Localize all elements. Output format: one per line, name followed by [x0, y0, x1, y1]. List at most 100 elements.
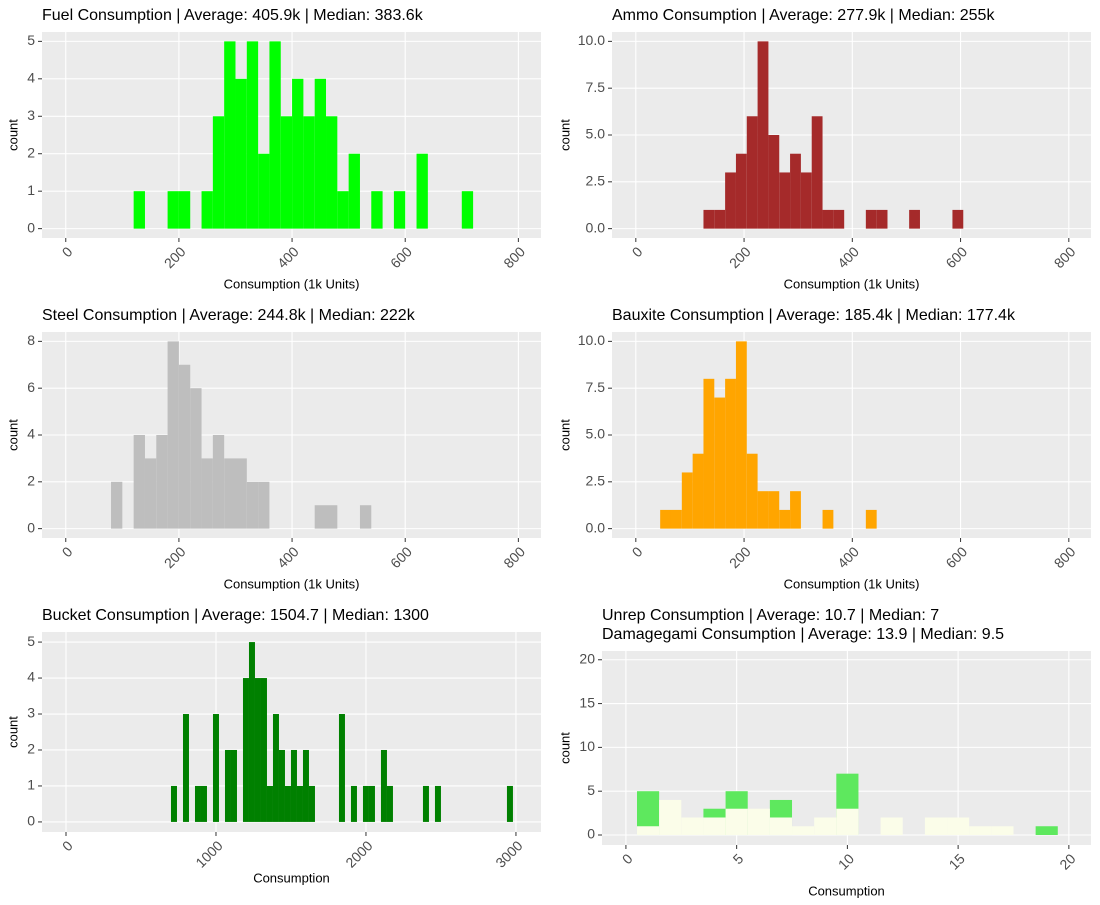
bar: [822, 209, 834, 229]
x-axis-label: Consumption (1k Units): [224, 576, 360, 591]
bar: [368, 785, 375, 822]
x-axis-label: Consumption: [253, 870, 330, 885]
y-tick-label: 8: [27, 332, 35, 348]
bar: [703, 817, 726, 836]
y-axis-label: count: [557, 119, 572, 151]
y-tick-label: 5: [27, 633, 35, 649]
y-tick-label: 4: [27, 70, 35, 86]
y-tick-label: 10.0: [578, 32, 605, 48]
x-tick-label: 1000: [192, 837, 225, 870]
bar: [969, 826, 992, 836]
bar: [362, 785, 369, 822]
bar: [1035, 826, 1058, 836]
bar: [779, 172, 791, 229]
x-tick-label: 0: [59, 543, 76, 560]
x-tick-label: 800: [500, 543, 528, 571]
bar: [303, 116, 315, 229]
bar: [314, 78, 327, 229]
x-axis-label: Consumption (1k Units): [224, 276, 360, 291]
x-tick-label: 200: [726, 243, 754, 271]
bar: [681, 817, 704, 836]
bar: [746, 116, 758, 229]
y-tick-label: 2.5: [586, 173, 606, 189]
y-tick-label: 10.0: [578, 332, 605, 348]
bar: [296, 785, 303, 822]
bar: [194, 785, 201, 822]
y-tick-label: 5.0: [586, 426, 606, 442]
y-tick-label: 2: [27, 473, 35, 489]
y-tick-label: 6: [27, 379, 35, 395]
y-tick-label: 0: [587, 826, 595, 842]
x-tick-label: 400: [834, 543, 862, 571]
bar: [269, 41, 281, 229]
y-tick-label: 10: [579, 738, 595, 754]
y-tick-label: 15: [579, 694, 595, 710]
bar: [371, 191, 383, 229]
bar: [380, 749, 387, 822]
bar: [246, 41, 259, 229]
bar: [836, 808, 859, 836]
bar: [224, 749, 231, 822]
y-tick-label: 5: [587, 782, 595, 798]
bar: [822, 509, 834, 529]
bar: [703, 378, 715, 529]
bar: [636, 791, 660, 836]
bar: [266, 785, 273, 822]
bar: [260, 678, 267, 822]
chart-title: Unrep Consumption | Average: 10.7 | Medi…: [602, 607, 939, 624]
bar: [200, 785, 207, 822]
bar: [224, 41, 236, 229]
chart-title: Ammo Consumption | Average: 277.9k | Med…: [612, 7, 995, 24]
bar: [714, 209, 726, 229]
bar: [111, 481, 123, 529]
x-tick-label: 2000: [342, 837, 375, 870]
bar: [182, 714, 189, 822]
y-tick-label: 3: [27, 705, 35, 721]
y-axis-label: count: [5, 716, 20, 748]
bar: [144, 458, 157, 529]
bar: [991, 826, 1014, 836]
bar: [201, 191, 213, 229]
bar: [348, 153, 360, 229]
chart-title: Steel Consumption | Average: 244.8k | Me…: [42, 307, 416, 324]
bar: [393, 191, 406, 229]
bar: [811, 116, 823, 229]
x-tick-label: 800: [1051, 543, 1079, 571]
y-tick-label: 0.0: [586, 219, 606, 235]
x-tick-label: 800: [1051, 243, 1079, 271]
bar: [224, 458, 236, 529]
bar: [386, 785, 393, 822]
x-tick-label: 0: [629, 543, 646, 560]
x-tick-label: 10: [835, 850, 857, 872]
bar: [952, 209, 964, 229]
y-tick-label: 1: [27, 182, 35, 198]
x-tick-label: 200: [726, 543, 754, 571]
bar: [338, 714, 345, 822]
bar: [747, 808, 770, 836]
bar: [735, 341, 747, 529]
bar: [326, 116, 338, 229]
x-tick-label: 15: [946, 850, 968, 872]
bar: [735, 153, 747, 229]
y-tick-label: 0: [27, 219, 35, 235]
bar: [768, 135, 780, 229]
bar: [660, 509, 671, 529]
bar: [670, 509, 682, 529]
bar: [725, 378, 736, 529]
bar: [272, 714, 279, 822]
y-tick-label: 0.0: [586, 519, 606, 535]
y-tick-label: 0: [27, 813, 35, 829]
y-axis-label: count: [5, 119, 20, 151]
bar: [133, 435, 145, 529]
x-tick-label: 600: [387, 243, 415, 271]
bar: [190, 388, 202, 529]
y-tick-label: 5.0: [586, 126, 606, 142]
bar: [814, 817, 837, 836]
x-tick-label: 600: [942, 543, 970, 571]
bar: [506, 785, 513, 822]
bar: [659, 799, 682, 836]
bar: [292, 78, 304, 229]
bar: [703, 209, 715, 229]
x-tick-label: 200: [161, 543, 189, 571]
